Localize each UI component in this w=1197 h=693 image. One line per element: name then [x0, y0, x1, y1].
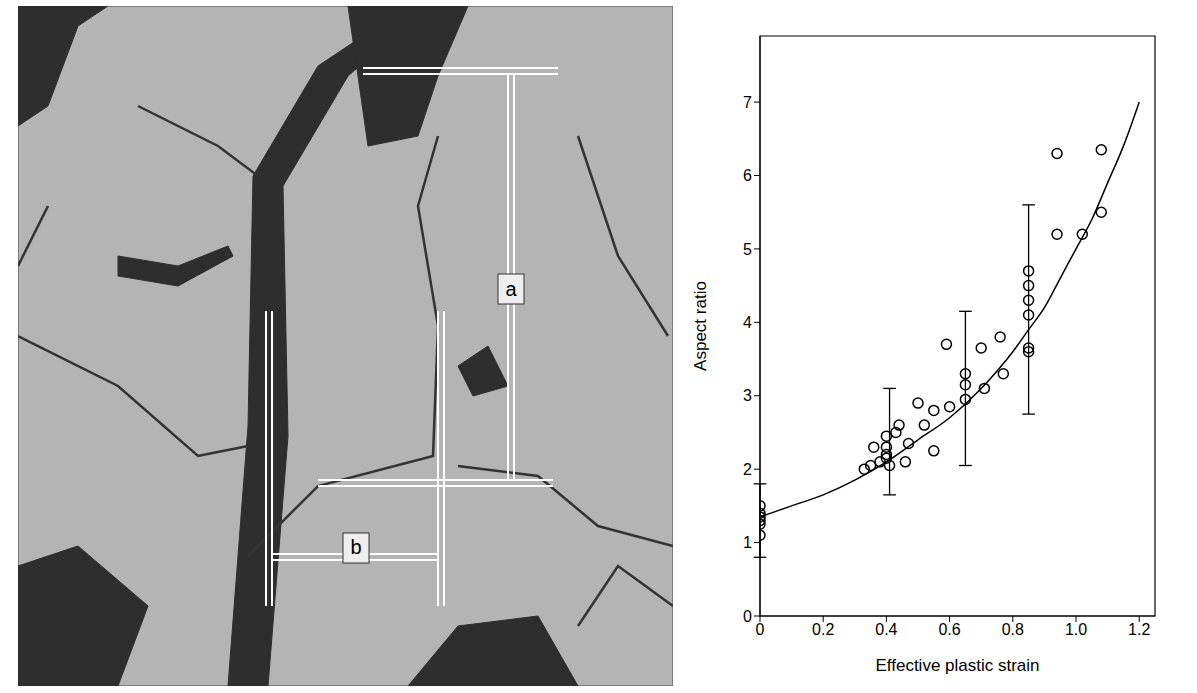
svg-text:4: 4	[743, 314, 752, 331]
svg-text:Effective plastic strain: Effective plastic strain	[875, 656, 1039, 675]
svg-text:0: 0	[743, 608, 752, 625]
svg-text:0: 0	[756, 621, 765, 638]
svg-text:0.4: 0.4	[875, 621, 897, 638]
svg-text:7: 7	[743, 94, 752, 111]
svg-text:0.6: 0.6	[938, 621, 960, 638]
svg-text:1.0: 1.0	[1065, 621, 1087, 638]
svg-text:6: 6	[743, 167, 752, 184]
svg-text:0.2: 0.2	[812, 621, 834, 638]
svg-text:5: 5	[743, 241, 752, 258]
svg-text:0.8: 0.8	[1002, 621, 1024, 638]
svg-text:1.2: 1.2	[1128, 621, 1150, 638]
svg-text:3: 3	[743, 387, 752, 404]
svg-text:2: 2	[743, 461, 752, 478]
svg-text:b: b	[350, 536, 361, 558]
svg-text:a: a	[505, 278, 517, 300]
svg-text:Aspect ratio: Aspect ratio	[691, 281, 710, 371]
svg-text:1: 1	[743, 534, 752, 551]
